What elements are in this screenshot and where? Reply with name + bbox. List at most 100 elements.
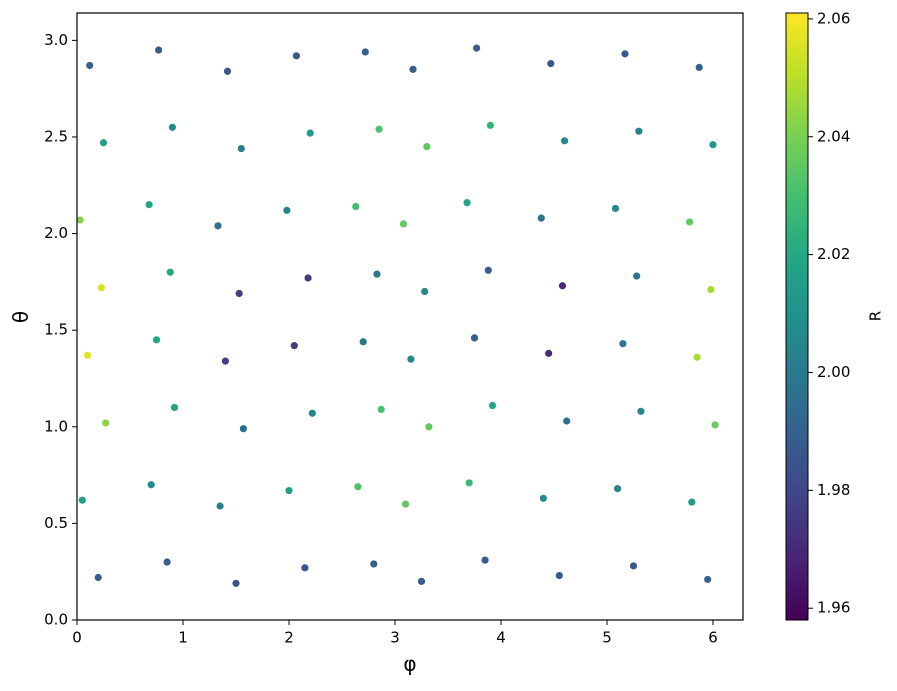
point [214, 222, 222, 230]
y-axis-title: θ [9, 311, 33, 323]
point [97, 284, 105, 292]
point [232, 579, 240, 587]
point [463, 199, 471, 207]
point [170, 403, 179, 412]
point [78, 496, 86, 504]
points [76, 44, 719, 587]
point [216, 502, 224, 510]
colorbar-tick-label: 1.98 [817, 481, 850, 499]
point [94, 573, 102, 582]
point [621, 50, 629, 58]
y-tick-label: 0.5 [44, 514, 68, 532]
point [306, 129, 314, 137]
point [102, 419, 110, 427]
y-tick-label: 1.5 [44, 321, 68, 339]
point [425, 423, 433, 431]
point [99, 139, 108, 147]
point [421, 287, 429, 296]
point [359, 338, 367, 346]
point [613, 485, 622, 493]
x-tick-label: 6 [708, 629, 718, 647]
point [560, 137, 569, 145]
point [470, 334, 479, 342]
point [370, 560, 378, 568]
point [465, 479, 473, 487]
point [488, 401, 497, 410]
x-tick-label: 5 [602, 629, 612, 647]
point [373, 270, 381, 278]
point [637, 407, 645, 415]
point [709, 141, 717, 149]
colorbar-title: R [867, 311, 885, 321]
colorbar-tick-label: 2.04 [817, 127, 850, 145]
colorbar-tick-label: 2.02 [817, 245, 850, 263]
point [290, 342, 298, 350]
point [361, 48, 369, 56]
point [152, 336, 161, 344]
colorbar-tick-label: 2.06 [817, 9, 850, 27]
point [611, 204, 620, 213]
point [76, 216, 84, 224]
y-tick-label: 1.0 [44, 417, 68, 435]
point [145, 200, 153, 209]
point [547, 59, 555, 68]
point [407, 355, 415, 363]
point [688, 498, 696, 506]
y-tick-label: 2.5 [44, 127, 68, 145]
point [629, 562, 638, 570]
point [221, 357, 229, 365]
point [635, 127, 643, 135]
x-tick-label: 4 [496, 629, 506, 647]
point [377, 405, 385, 413]
point [237, 144, 245, 153]
point [563, 417, 571, 425]
point [308, 409, 316, 417]
point [695, 63, 703, 72]
x-axis-title: φ [403, 652, 416, 676]
point [409, 65, 417, 73]
point [711, 421, 719, 429]
point [473, 44, 481, 52]
point [163, 558, 171, 566]
point [83, 351, 92, 359]
colorbar-tick-label: 2.00 [817, 363, 850, 381]
colorbar [785, 12, 809, 621]
point [555, 571, 563, 580]
point [686, 218, 694, 226]
point [537, 214, 545, 222]
point [707, 286, 715, 294]
y-tick-label: 3.0 [44, 31, 68, 49]
point [166, 268, 174, 276]
point [545, 349, 553, 357]
point [558, 282, 567, 290]
point [423, 143, 431, 151]
plot-frame [76, 12, 744, 621]
point [235, 289, 243, 298]
point [354, 483, 362, 491]
point [301, 564, 309, 572]
point [147, 481, 155, 489]
point [619, 340, 627, 348]
point [486, 121, 494, 129]
point [352, 202, 360, 211]
point [633, 272, 641, 280]
point [375, 125, 383, 133]
point [704, 575, 712, 584]
y-tick-label: 2.0 [44, 224, 68, 242]
point [283, 206, 291, 214]
point [304, 274, 312, 282]
point [539, 494, 547, 502]
x-tick-label: 1 [178, 629, 188, 647]
point [285, 486, 293, 495]
point [693, 353, 701, 361]
x-tick-label: 0 [72, 629, 82, 647]
point [86, 61, 94, 70]
point [481, 556, 489, 564]
x-tick-label: 2 [284, 629, 294, 647]
point [292, 52, 301, 60]
point [223, 67, 232, 75]
point [239, 425, 248, 433]
point [484, 266, 492, 274]
point [417, 577, 426, 585]
